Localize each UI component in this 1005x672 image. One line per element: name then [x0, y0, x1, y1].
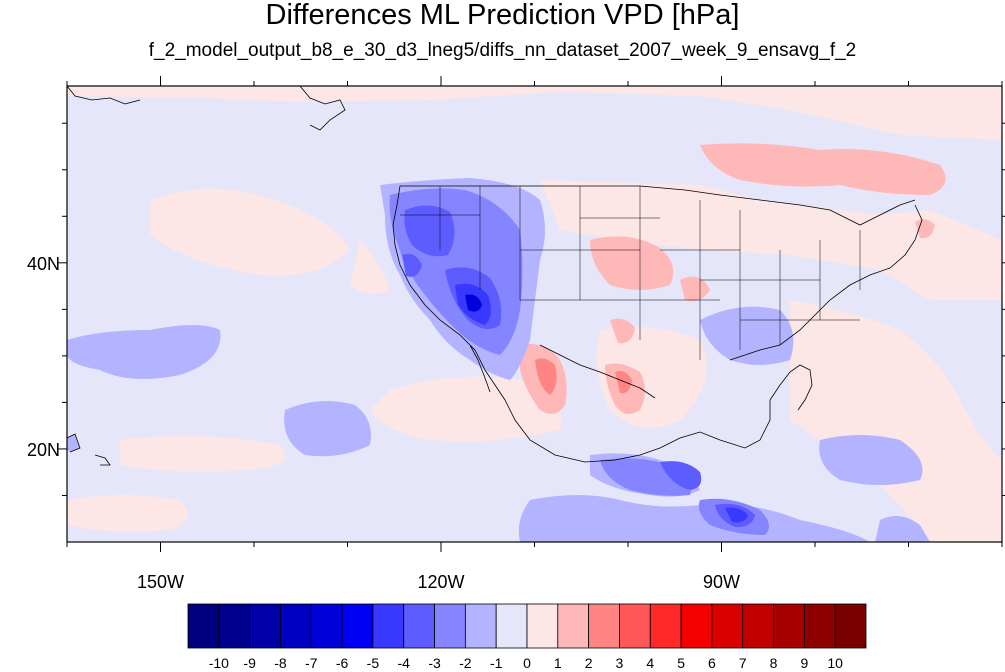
colorbar-label: 7 — [739, 655, 747, 671]
colorbar-label: 4 — [646, 655, 654, 671]
colorbar-label: -5 — [367, 655, 380, 671]
colorbar-swatch — [310, 603, 343, 649]
colorbar-label: -9 — [243, 655, 256, 671]
colorbar-label: 0 — [523, 655, 531, 671]
colorbar-label: 6 — [708, 655, 716, 671]
x-tick-label: 90W — [703, 572, 740, 592]
colorbar-labels: -10 -9 -8 -7 -6 -5 -4 -3 -2 -1 0 1 2 3 4 5 6 7 8 9 10 — [209, 655, 843, 671]
colorbar-label: 9 — [800, 655, 808, 671]
colorbar — [187, 603, 867, 649]
colorbar-swatch — [619, 603, 651, 649]
colorbar-swatch — [557, 603, 590, 649]
colorbar-label: -10 — [209, 655, 229, 671]
colorbar-swatch — [803, 603, 836, 649]
positive-anomaly-light — [67, 86, 1002, 542]
colorbar-label: 5 — [677, 655, 685, 671]
colorbar-swatch — [280, 603, 312, 649]
colorbar-label: -1 — [490, 655, 503, 671]
colorbar-label: 2 — [585, 655, 593, 671]
x-tick-label: 150W — [137, 572, 184, 592]
colorbar-swatch — [187, 603, 220, 649]
colorbar-label: 10 — [827, 655, 843, 671]
colorbar-swatch — [218, 603, 251, 649]
colorbar-label: -8 — [274, 655, 287, 671]
colorbar-label: -7 — [305, 655, 318, 671]
colorbar-swatch — [495, 603, 528, 649]
colorbar-swatch — [773, 603, 805, 649]
colorbar-swatch — [834, 603, 867, 649]
colorbar-swatch — [649, 603, 682, 649]
colorbar-label: -4 — [398, 655, 411, 671]
colorbar-swatch — [341, 603, 374, 649]
y-tick-label: 20N — [27, 440, 60, 460]
map-subtitle: f_2_model_output_b8_e_30_d3_lneg5/diffs_… — [148, 40, 857, 61]
positive-anomaly-medium — [520, 143, 946, 414]
map-title: Differences ML Prediction VPD [hPa] — [265, 0, 740, 31]
x-tick-label: 120W — [417, 572, 464, 592]
map-plot-area — [67, 86, 1002, 542]
colorbar-swatch — [680, 603, 713, 649]
positive-anomaly-strong — [535, 358, 632, 395]
colorbar-swatch — [249, 603, 281, 649]
colorbar-swatch — [711, 603, 744, 649]
colorbar-label: -2 — [459, 655, 472, 671]
colorbar-swatch — [464, 603, 497, 649]
colorbar-label: -6 — [336, 655, 349, 671]
y-tick-label: 40N — [27, 254, 60, 274]
colorbar-swatch — [434, 603, 466, 649]
colorbar-swatch — [588, 603, 620, 649]
colorbar-swatch — [372, 603, 405, 649]
negative-anomaly-extreme — [465, 294, 482, 312]
colorbar-label: 8 — [770, 655, 778, 671]
colorbar-label: 1 — [554, 655, 562, 671]
colorbar-swatch — [403, 603, 435, 649]
colorbar-swatch — [742, 603, 774, 649]
axis-tick-labels: 150W 120W 90W 40N 20N — [27, 254, 740, 592]
colorbar-label: -3 — [428, 655, 441, 671]
colorbar-label: 3 — [616, 655, 624, 671]
state-borders — [400, 186, 861, 360]
colorbar-swatch — [526, 603, 559, 649]
